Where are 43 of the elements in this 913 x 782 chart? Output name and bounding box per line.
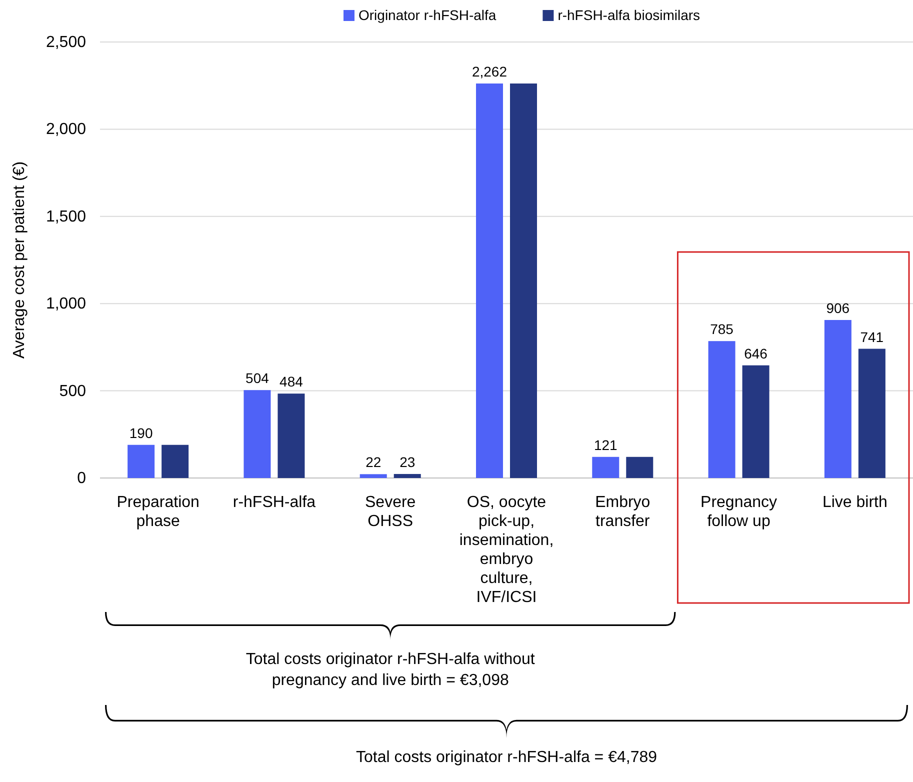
data-label: 190: [129, 424, 153, 441]
data-label: 646: [744, 345, 768, 362]
bar: [278, 394, 305, 478]
legend-label: Originator r-hFSH-alfa: [358, 7, 496, 23]
x-tick-label: r-hFSH-alfa: [232, 494, 316, 511]
bar: [244, 390, 271, 478]
legend-label: r-hFSH-alfa biosimilars: [558, 7, 700, 23]
data-label: 23: [400, 454, 416, 470]
data-label: 484: [280, 374, 304, 390]
text: Total costs originator r-hFSH-alfa = €4,789: [356, 749, 658, 766]
x-tick-label: Embryo transfer: [595, 494, 650, 530]
data-label: 785: [710, 321, 734, 338]
data-label: 504: [246, 370, 270, 386]
y-tick-label: 0: [77, 470, 86, 487]
bar: [394, 474, 421, 478]
data-label: 2,262: [472, 64, 508, 80]
y-axis-title: Average cost per patient (€): [11, 161, 28, 359]
bar: [162, 444, 189, 478]
bar: [626, 456, 654, 478]
x-tick-label: OS, oocyte pick-up, insemination, embryo culture, IVF/ICSI: [459, 494, 554, 606]
x-tick-label: Severe OHSS: [365, 494, 416, 530]
bar: [824, 320, 852, 478]
data-label: 906: [826, 300, 850, 316]
bar: [742, 365, 770, 478]
bar: [360, 474, 387, 478]
x-tick-label: Pregnancy follow up: [700, 494, 778, 530]
x-tick-label: Preparation phase: [116, 494, 200, 530]
text: Total costs originator r-hFSH-alfa without pregnancy and live birth = €3,098: [246, 651, 536, 689]
data-label: 121: [594, 436, 618, 453]
bar: [708, 341, 736, 478]
y-tick-label: 1,500: [46, 208, 86, 226]
bar: [510, 84, 537, 478]
y-tick-label: 2,000: [46, 121, 86, 138]
bar: [476, 84, 503, 478]
bar: [858, 348, 886, 478]
x-tick-label: Live birth: [822, 494, 888, 511]
bar: [128, 444, 155, 478]
y-tick-label: 500: [59, 382, 86, 400]
data-label: 22: [366, 454, 382, 470]
y-tick-label: 1,000: [46, 296, 86, 313]
bar: [592, 456, 620, 478]
data-label: 741: [860, 328, 884, 345]
y-tick-label: 2,500: [46, 34, 86, 51]
